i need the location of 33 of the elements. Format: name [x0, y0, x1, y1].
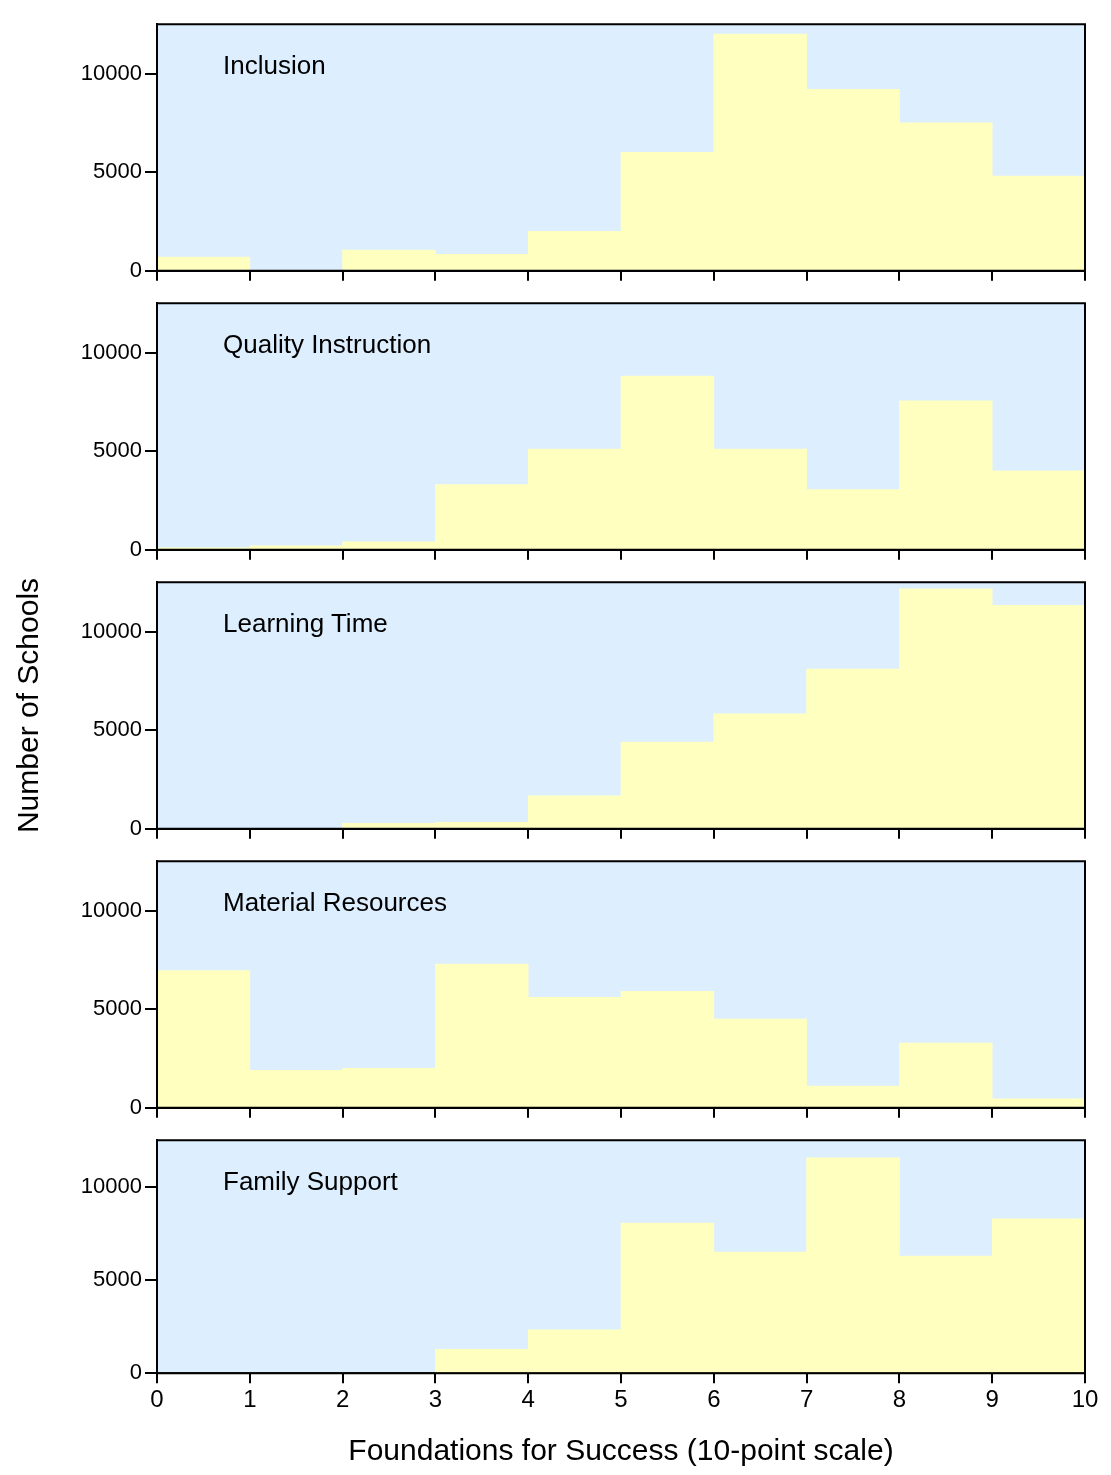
x-axis-title: Foundations for Success (10-point scale) — [348, 1433, 894, 1467]
y-tick-label: 5000 — [93, 158, 142, 184]
y-tick-label: 10000 — [80, 59, 142, 85]
y-tick-label: 5000 — [93, 437, 142, 463]
x-tick-label: 4 — [521, 1385, 535, 1413]
y-axis-title: Number of Schools — [11, 577, 45, 834]
text: Learning Time — [223, 608, 388, 639]
x-tick-label: 9 — [985, 1385, 999, 1413]
x-tick-label: 7 — [799, 1385, 814, 1413]
y-tick-label: 0 — [129, 1093, 142, 1119]
text: Material Resources — [223, 887, 447, 918]
y-tick-label: 10000 — [80, 1172, 142, 1198]
y-tick-label: 10000 — [80, 617, 142, 643]
y-tick-label: 10000 — [80, 338, 142, 364]
y-tick-label: 5000 — [93, 995, 142, 1021]
y-tick-label: 0 — [129, 814, 142, 840]
x-tick-label: 5 — [614, 1385, 628, 1413]
x-tick-label: 0 — [150, 1385, 164, 1413]
y-tick-label: 0 — [129, 1359, 142, 1385]
text: Inclusion — [223, 50, 326, 81]
y-tick-label: 0 — [129, 256, 142, 282]
y-tick-label: 0 — [129, 535, 142, 561]
x-tick-label: 1 — [243, 1385, 257, 1413]
x-tick-label: 3 — [428, 1385, 443, 1413]
x-tick-label: 10 — [1071, 1385, 1099, 1413]
text: Family Support — [223, 1166, 399, 1197]
y-tick-label: 5000 — [93, 716, 142, 742]
x-tick-label: 6 — [707, 1385, 721, 1413]
x-tick-label: 8 — [892, 1385, 907, 1413]
y-tick-label: 5000 — [93, 1266, 142, 1292]
x-tick-label: 2 — [335, 1385, 350, 1413]
text: Quality Instruction — [223, 329, 432, 360]
y-tick-label: 10000 — [80, 896, 142, 922]
